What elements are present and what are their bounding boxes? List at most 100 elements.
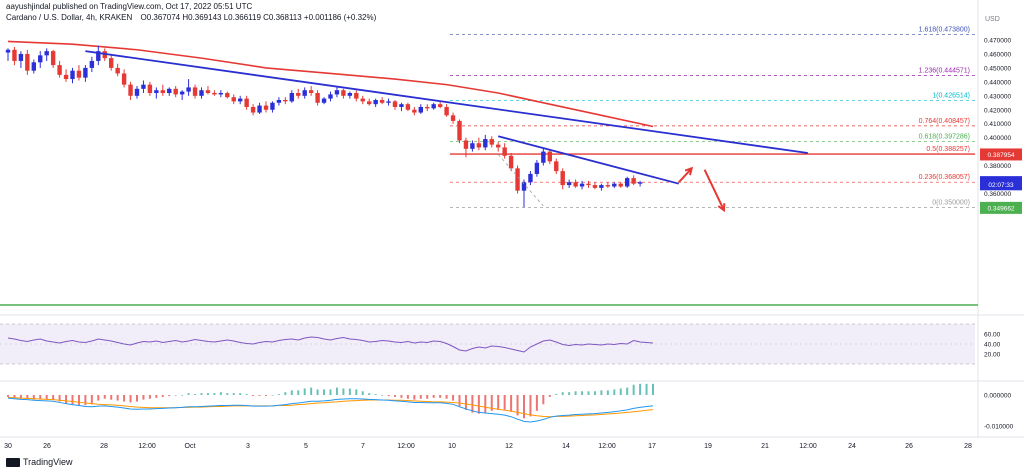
tradingview-logo[interactable]: TradingView — [6, 457, 73, 467]
candle-body[interactable] — [444, 106, 449, 116]
candle-body[interactable] — [508, 155, 514, 169]
candle-body[interactable] — [289, 93, 294, 102]
candle-body[interactable] — [57, 65, 62, 75]
candle-body[interactable] — [89, 60, 95, 68]
candle-body[interactable] — [12, 49, 17, 61]
candle-body[interactable] — [560, 171, 565, 186]
candle-body[interactable] — [321, 98, 327, 103]
candle-body[interactable] — [573, 182, 578, 187]
candle-body[interactable] — [109, 58, 114, 68]
candle-body[interactable] — [38, 55, 43, 63]
candle-body[interactable] — [412, 109, 417, 113]
candle-body[interactable] — [218, 93, 224, 95]
candle-body[interactable] — [625, 178, 630, 187]
candle-body[interactable] — [296, 93, 301, 96]
candle-body[interactable] — [618, 183, 623, 187]
candle-body[interactable] — [399, 104, 404, 107]
candle-body[interactable] — [541, 151, 546, 163]
candle-body[interactable] — [18, 53, 24, 61]
candle-body[interactable] — [128, 84, 133, 96]
candle-body[interactable] — [347, 93, 353, 96]
candle-body[interactable] — [631, 178, 636, 184]
candle-body[interactable] — [96, 51, 101, 61]
candle-body[interactable] — [637, 182, 643, 184]
candle-body[interactable] — [179, 91, 185, 95]
candle-body[interactable] — [483, 139, 488, 148]
candle-body[interactable] — [405, 104, 411, 110]
candle-body[interactable] — [612, 183, 617, 187]
candle-body[interactable] — [257, 105, 262, 113]
candle-body[interactable] — [579, 183, 585, 187]
candle-body[interactable] — [199, 90, 204, 96]
candle-body[interactable] — [354, 93, 359, 99]
candle-body[interactable] — [586, 183, 591, 186]
candle-body[interactable] — [502, 147, 507, 156]
candle-body[interactable] — [367, 101, 372, 105]
candle-body[interactable] — [154, 90, 159, 94]
candle-body[interactable] — [547, 151, 552, 162]
candle-body[interactable] — [554, 161, 559, 172]
candle-body[interactable] — [205, 90, 211, 94]
candle-body[interactable] — [521, 182, 527, 191]
candle-body[interactable] — [121, 73, 127, 85]
candle-body[interactable] — [476, 143, 482, 148]
candle-body[interactable] — [599, 185, 604, 188]
candle-body[interactable] — [283, 99, 288, 102]
candle-body[interactable] — [25, 53, 30, 71]
candle-body[interactable] — [244, 98, 249, 107]
candle-body[interactable] — [534, 162, 540, 174]
candle-body[interactable] — [328, 94, 333, 99]
candle-body[interactable] — [147, 84, 153, 94]
candle-body[interactable] — [231, 97, 236, 102]
candle-body[interactable] — [431, 104, 436, 109]
candle-body[interactable] — [341, 90, 346, 96]
candle-body[interactable] — [360, 98, 365, 102]
candle-body[interactable] — [225, 93, 230, 98]
candle-body[interactable] — [63, 74, 69, 80]
candle-body[interactable] — [605, 185, 611, 187]
candle-body[interactable] — [592, 185, 598, 188]
candle-body[interactable] — [134, 88, 140, 96]
trendline[interactable] — [85, 50, 808, 154]
candle-body[interactable] — [276, 99, 282, 103]
symbol-label[interactable]: Cardano / U.S. Dollar, 4h, KRAKEN — [6, 13, 133, 22]
candle-body[interactable] — [528, 173, 533, 183]
forecast-arrow[interactable] — [678, 167, 693, 183]
trendline[interactable] — [497, 135, 680, 185]
candle-body[interactable] — [44, 51, 49, 56]
candle-body[interactable] — [315, 93, 320, 103]
candle-body[interactable] — [515, 168, 520, 191]
candle-body[interactable] — [373, 99, 378, 105]
candle-body[interactable] — [167, 88, 172, 94]
candle-body[interactable] — [160, 90, 165, 94]
candle-body[interactable] — [83, 67, 88, 78]
forecast-arrow[interactable] — [703, 169, 725, 211]
candle-body[interactable] — [50, 51, 56, 66]
candle-body[interactable] — [263, 105, 269, 110]
candle-body[interactable] — [457, 120, 462, 141]
candle-body[interactable] — [437, 104, 443, 107]
candle-body[interactable] — [308, 90, 314, 94]
candle-body[interactable] — [173, 88, 178, 95]
candle-body[interactable] — [496, 144, 501, 148]
candle-body[interactable] — [302, 90, 307, 96]
candle-body[interactable] — [489, 139, 494, 145]
candle-body[interactable] — [212, 93, 217, 95]
candle-body[interactable] — [5, 49, 11, 53]
candle-body[interactable] — [425, 106, 430, 109]
candle-body[interactable] — [270, 102, 275, 110]
candle-body[interactable] — [418, 106, 423, 113]
candle-body[interactable] — [70, 70, 75, 80]
candle-body[interactable] — [386, 101, 391, 103]
candle-body[interactable] — [76, 70, 82, 78]
candle-body[interactable] — [450, 115, 456, 121]
candle-body[interactable] — [192, 87, 198, 96]
candle-body[interactable] — [470, 143, 475, 149]
candle-body[interactable] — [31, 62, 36, 71]
candle-body[interactable] — [115, 67, 120, 74]
candle-body[interactable] — [238, 98, 243, 102]
candle-body[interactable] — [141, 84, 146, 89]
candle-body[interactable] — [379, 99, 385, 103]
candle-body[interactable] — [334, 90, 340, 95]
